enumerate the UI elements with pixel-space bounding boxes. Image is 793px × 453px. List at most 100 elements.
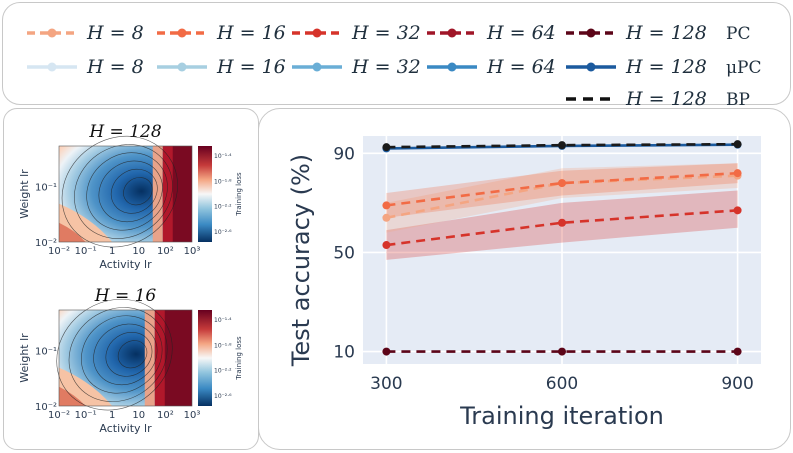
heatmap-ytick: 10⁻¹ (35, 346, 57, 357)
legend-entry: H = 128 (566, 88, 707, 110)
legend-entry: H = 128 (566, 22, 707, 44)
heatmap-xtick: 10² (157, 246, 174, 257)
heatmap-ylabel: Weight lr (18, 169, 31, 219)
confidence-band (386, 163, 738, 218)
legend-marker (447, 62, 457, 72)
legend-marker (177, 62, 187, 72)
legend-marker (47, 28, 57, 38)
heatmap-corner-dark (59, 386, 86, 406)
y-tick-label: 10 (333, 343, 355, 363)
heatmap-title: H = 16 (94, 286, 157, 306)
x-tick-label: 600 (546, 374, 578, 394)
legend-label: H = 16 (216, 22, 286, 44)
heatmap-contour (123, 177, 153, 206)
data-point (382, 213, 391, 222)
legend-entry: H = 32 (292, 22, 421, 44)
legend-marker (447, 28, 457, 38)
heatmap-xtick: 1 (109, 246, 115, 257)
legend-label: H = 8 (86, 56, 144, 78)
heatmap-darkred (164, 310, 192, 406)
legend-entry: H = 32 (292, 56, 421, 78)
heatmap-xtick: 1 (109, 410, 115, 421)
colorbar-tick: 10⁻¹·⁸ (214, 178, 232, 185)
legend-marker (312, 62, 322, 72)
data-point (382, 201, 391, 210)
data-point (733, 206, 742, 215)
legend-entry: H = 16 (157, 56, 286, 78)
legend-label: H = 128 (625, 88, 707, 110)
legend-marker (177, 28, 187, 38)
heatmaps: H = 128 10⁻² 10⁻¹ 1 10 10² 10³ 10⁻¹ 10⁻² Activity… (18, 122, 243, 435)
heatmap-contour (110, 168, 158, 214)
heatmap-contour (74, 144, 173, 239)
heatmap-xtick: 10 (132, 410, 145, 421)
legend-label: H = 64 (486, 22, 556, 44)
colorbar-label: Training loss (235, 172, 243, 217)
legend-entry: H = 8 (27, 56, 144, 78)
colorbar-label: Training loss (235, 336, 243, 381)
heatmap-title: H = 128 (88, 122, 162, 142)
y-tick-label: 90 (333, 144, 355, 164)
y-axis-label: Test accuracy (%) (287, 154, 315, 367)
x-axis-label: Training iteration (459, 402, 664, 430)
colorbar-tick: 10⁻²·⁶ (214, 229, 232, 236)
data-point (558, 179, 566, 188)
heatmap-contour (86, 152, 168, 231)
series-line (386, 142, 738, 149)
legend-marker (312, 28, 322, 38)
heatmap-contour (98, 160, 163, 223)
heatmap-contour (61, 135, 178, 248)
confidence-band (386, 163, 738, 233)
heatmap-ylabel: Weight lr (18, 333, 31, 383)
legend: H = 8 H = 16 H = 32 H = 64 H = 128 PC H = 8 H =… (27, 22, 762, 110)
heatmap-corner-dark (59, 222, 86, 242)
x-tick-label: 300 (370, 374, 402, 394)
data-point (382, 241, 391, 250)
data-point (558, 141, 566, 150)
legend-label: H = 32 (351, 56, 421, 78)
colorbar-tick: 10⁻¹·⁴ (214, 153, 232, 160)
heatmap-xtick: 10⁻² (48, 410, 70, 421)
heatmap-panel: H = 128 10⁻² 10⁻¹ 1 10 10² 10³ 10⁻¹ 10⁻² Activity… (3, 108, 259, 450)
legend-entry: H = 16 (157, 22, 286, 44)
legend-group-tag: PC (726, 24, 750, 44)
colorbar (198, 310, 212, 406)
legend-label: H = 128 (625, 56, 707, 78)
data-point (733, 140, 742, 149)
heatmap-contour (80, 315, 163, 394)
colorbar-tick: 10⁻²·² (214, 368, 232, 375)
heatmap: H = 128 10⁻² 10⁻¹ 1 10 10² 10³ 10⁻¹ 10⁻² Activity… (18, 122, 243, 271)
legend-marker (586, 62, 596, 72)
heatmap-xtick: 10⁻¹ (75, 246, 97, 257)
colorbar-tick: 10⁻¹·⁴ (214, 317, 232, 324)
heatmap-contour (68, 307, 168, 402)
colorbar-tick: 10⁻²·⁶ (214, 393, 232, 400)
heatmap-ytick: 10⁻² (35, 238, 57, 249)
heatmap-darkred (172, 146, 192, 242)
colorbar-tick: 10⁻¹·⁸ (214, 342, 232, 349)
heatmap-transition (144, 310, 155, 406)
data-point (558, 347, 566, 356)
legend-label: H = 8 (86, 22, 144, 44)
heatmap-xtick: 10 (132, 246, 145, 257)
y-tick-label: 50 (333, 243, 355, 263)
legend-label: H = 32 (351, 22, 421, 44)
legend-group-tag: BP (726, 90, 750, 110)
accuracy-panel: 10 50 90 300 600 900 Training iteration Test ac… (258, 108, 791, 450)
heatmap-transition (152, 146, 163, 242)
legend-entry: H = 128 (566, 56, 707, 78)
heatmap-xtick: 10² (157, 410, 174, 421)
legend-group-tag: μPC (726, 58, 762, 78)
heatmap-xlabel: Activity lr (99, 422, 152, 435)
heatmap-contour (105, 331, 153, 377)
colorbar (198, 146, 212, 242)
colorbar-tick: 10⁻²·² (214, 204, 232, 211)
legend-entry: H = 64 (427, 56, 556, 78)
legend-label: H = 64 (486, 56, 556, 78)
data-point (733, 169, 742, 178)
legend-entry: H = 64 (427, 22, 556, 44)
heatmap-frame (58, 309, 193, 407)
heatmap-xtick: 10⁻² (48, 246, 70, 257)
accuracy-chart: 10 50 90 300 600 900 Training iteration Test ac… (287, 136, 761, 430)
legend-label: H = 128 (625, 22, 707, 44)
